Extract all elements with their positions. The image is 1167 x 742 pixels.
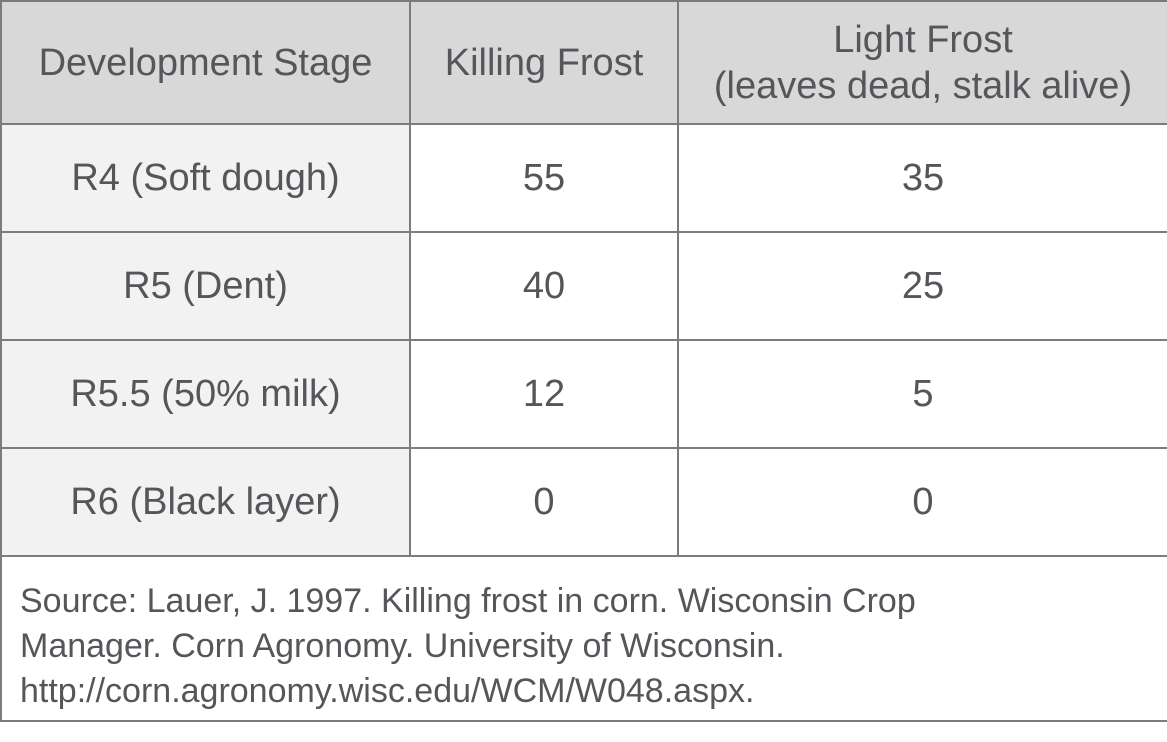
light-frost-value: 0 [677,447,1167,557]
light-frost-value: 25 [677,231,1167,341]
table-row: R4 (Soft dough) 55 35 [0,123,1167,233]
killing-frost-value: 55 [409,123,679,233]
table-row: R5.5 (50% milk) 12 5 [0,339,1167,449]
killing-frost-value: 40 [409,231,679,341]
table-row: R6 (Black layer) 0 0 [0,447,1167,557]
stage-cell: R4 (Soft dough) [0,123,411,233]
stage-cell: R6 (Black layer) [0,447,411,557]
table-row: R5 (Dent) 40 25 [0,231,1167,341]
light-frost-value: 5 [677,339,1167,449]
source-note-line3: http://corn.agronomy.wisc.edu/WCM/W048.a… [20,672,755,710]
col-header-light-frost-line1: Light Frost [833,18,1013,61]
killing-frost-value: 12 [409,339,679,449]
table-footer-row: Source: Lauer, J. 1997. Killing frost in… [0,555,1167,722]
light-frost-value: 35 [677,123,1167,233]
col-header-light-frost-line2: (leaves dead, stalk alive) [713,64,1133,107]
table-header-row: Development Stage Killing Frost Light Fr… [0,0,1167,125]
stage-cell: R5 (Dent) [0,231,411,341]
killing-frost-value: 0 [409,447,679,557]
source-note-line2: Manager. Corn Agronomy. University of Wi… [20,627,785,665]
source-note: Source: Lauer, J. 1997. Killing frost in… [0,555,1167,722]
col-header-development-stage: Development Stage [0,0,411,125]
stage-cell: R5.5 (50% milk) [0,339,411,449]
col-header-light-frost: Light Frost (leaves dead, stalk alive) [677,0,1167,125]
frost-damage-table: Development Stage Killing Frost Light Fr… [0,0,1167,722]
col-header-killing-frost: Killing Frost [409,0,679,125]
source-note-line1: Source: Lauer, J. 1997. Killing frost in… [20,582,916,620]
